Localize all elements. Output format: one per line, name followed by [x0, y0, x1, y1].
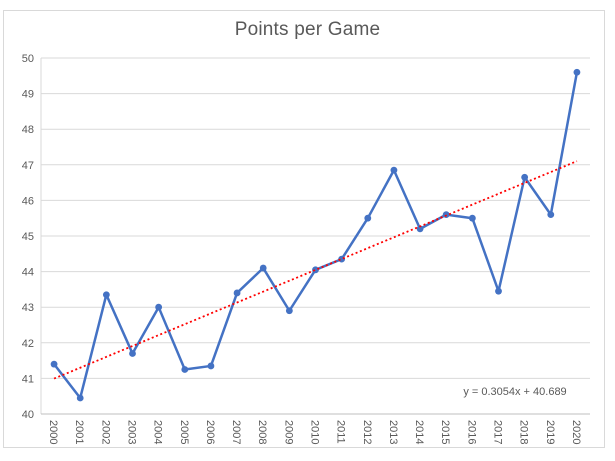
- x-tick-label: 2000: [47, 420, 59, 444]
- trendline: [53, 160, 578, 380]
- x-tick-label: 2009: [282, 420, 294, 444]
- y-tick-label: 48: [22, 124, 34, 136]
- y-tick-label: 46: [22, 195, 34, 207]
- x-tick-label: 2018: [518, 420, 530, 444]
- x-tick-label: 2004: [152, 420, 164, 444]
- series-line: [52, 70, 579, 400]
- x-tick-label: 2017: [492, 420, 504, 444]
- data-point-2004: [155, 303, 163, 311]
- data-point-2000: [50, 360, 58, 368]
- y-tick-label: 44: [22, 267, 34, 279]
- x-tick-label: 2015: [439, 420, 451, 444]
- data-point-2016: [468, 214, 476, 222]
- x-tick-label: 2016: [465, 420, 477, 444]
- x-tick-label: 2020: [570, 420, 582, 444]
- data-point-2008: [259, 264, 267, 272]
- y-tick-label: 50: [22, 53, 34, 65]
- x-tick-label: 2014: [413, 420, 425, 444]
- x-tick-label: 2001: [73, 420, 85, 444]
- data-point-2018: [521, 173, 529, 181]
- y-tick-label: 40: [22, 409, 34, 421]
- y-tick-label: 41: [22, 373, 34, 385]
- data-point-2020: [573, 68, 581, 76]
- x-tick-label: 2002: [99, 420, 111, 444]
- y-tick-label: 42: [22, 338, 34, 350]
- x-tick-label: 2006: [204, 420, 216, 444]
- y-tick-label: 43: [22, 302, 34, 314]
- data-point-2017: [495, 287, 502, 295]
- chart-area: [3, 10, 605, 448]
- data-point-2003: [129, 350, 136, 357]
- x-tick-label: 2010: [309, 420, 321, 444]
- data-point-2002: [102, 291, 110, 299]
- data-point-2006: [207, 362, 215, 370]
- trendline-equation-label: y = 0.3054x + 40.689: [463, 386, 567, 398]
- x-tick-label: 2012: [361, 420, 373, 444]
- data-point-2005: [181, 366, 189, 373]
- x-tick-label: 2008: [256, 420, 268, 444]
- x-tick-label: 2003: [126, 420, 138, 444]
- data-point-2019: [547, 211, 555, 219]
- x-tick-label: 2019: [544, 420, 556, 444]
- data-point-2009: [285, 307, 293, 315]
- x-tick-label: 2007: [230, 420, 242, 444]
- x-tick-label: 2005: [178, 420, 190, 444]
- x-tick-label: 2011: [335, 420, 347, 444]
- y-tick-label: 47: [22, 160, 34, 172]
- data-point-2007: [233, 289, 241, 297]
- data-point-2012: [364, 214, 372, 222]
- x-tick-label: 2013: [387, 420, 399, 444]
- chart-title: Points per Game: [234, 19, 381, 40]
- y-tick-label: 49: [22, 89, 34, 101]
- y-tick-label: 45: [22, 231, 34, 243]
- data-point-2014: [416, 225, 424, 233]
- data-point-2013: [390, 166, 398, 174]
- data-point-2001: [76, 394, 84, 402]
